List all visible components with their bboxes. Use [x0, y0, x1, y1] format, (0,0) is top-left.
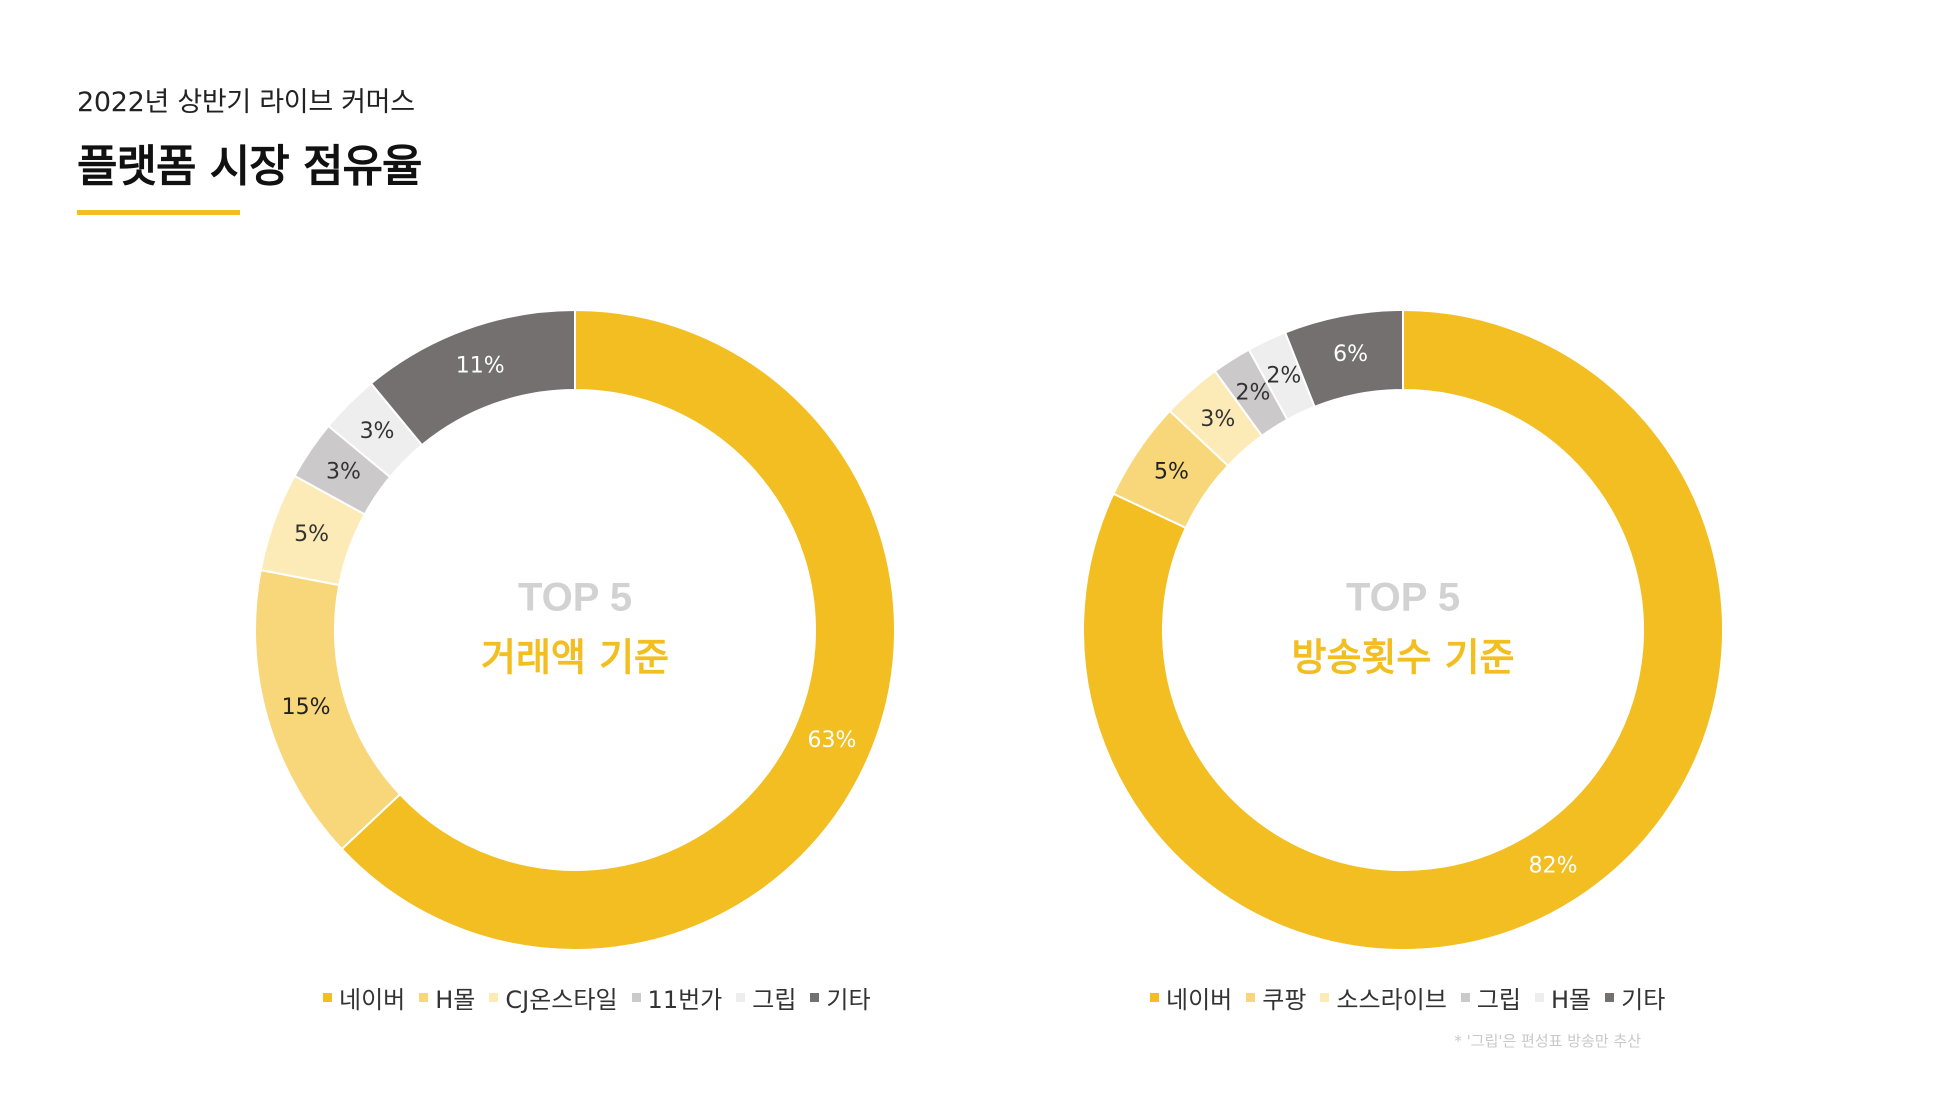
legend-item: 기타	[810, 980, 871, 1015]
slice-label-3: 3%	[1200, 407, 1235, 432]
legend-item: 네이버	[1150, 980, 1232, 1015]
legend-item: 11번가	[631, 980, 723, 1015]
footnote: * '그립'은 편성표 방송만 추산	[1454, 1032, 1641, 1050]
slice-label-5: 3%	[360, 419, 395, 444]
slice-label-4: 2%	[1236, 381, 1271, 406]
slice-label-1: 63%	[808, 728, 857, 753]
legend-label: 그립	[1476, 986, 1521, 1014]
center-main-label: 방송횟수 기준	[1292, 636, 1515, 680]
page-title: 플랫폼 시장 점유율	[77, 141, 422, 192]
legend-swatch	[631, 993, 641, 1002]
legend-transaction: 네이버 H몰 CJ온스타일 11번가 그립 기타	[323, 980, 871, 1015]
legend-swatch	[810, 993, 820, 1002]
legend-label: 쿠팡	[1262, 986, 1307, 1014]
legend-item: 그립	[736, 980, 796, 1015]
center-top-label: TOP 5	[1346, 576, 1460, 620]
slice-label-4: 3%	[326, 460, 361, 485]
slice-label-3: 5%	[294, 522, 329, 547]
page-subtitle: 2022년 상반기 라이브 커머스	[77, 87, 415, 118]
legend-label: 그립	[752, 986, 797, 1014]
legend-label: 11번가	[647, 986, 723, 1014]
legend-item: H몰	[1535, 980, 1591, 1015]
legend-swatch	[1605, 993, 1615, 1002]
legend-label: 네이버	[339, 986, 406, 1014]
legend-item: 기타	[1605, 980, 1665, 1015]
legend-swatch	[1246, 993, 1256, 1002]
legend-swatch	[1320, 993, 1330, 1002]
legend-swatch	[1460, 993, 1470, 1002]
slice-label-1: 82%	[1529, 853, 1578, 878]
legend-label: 네이버	[1166, 986, 1233, 1014]
center-main-label: 거래액 기준	[481, 636, 669, 680]
legend-item: 소스라이브	[1320, 980, 1447, 1015]
title-underline	[77, 210, 240, 215]
donut-slice-1	[1082, 308, 1724, 951]
donut-slice-6	[1283, 308, 1404, 409]
legend-swatch	[323, 993, 332, 1002]
legend-label: 소스라이브	[1336, 986, 1447, 1014]
legend-label: 기타	[1621, 986, 1666, 1014]
legend-label: H몰	[435, 986, 476, 1014]
center-top-label: TOP 5	[518, 576, 632, 620]
legend-item: 네이버	[323, 980, 405, 1015]
legend-label: CJ온스타일	[505, 986, 618, 1014]
legend-item: 쿠팡	[1246, 980, 1306, 1015]
legend-swatch	[736, 993, 746, 1002]
legend-item: CJ온스타일	[489, 980, 618, 1015]
slice-label-6: 11%	[456, 354, 505, 379]
slice-label-2: 5%	[1154, 460, 1189, 485]
legend-item: H몰	[419, 980, 475, 1015]
slice-label-5: 2%	[1266, 364, 1301, 389]
donut-slice-6	[369, 308, 576, 447]
donut-chart-transaction: 63% 15% 5% 3% 3% 11% TOP 5 거래액 기준	[254, 308, 896, 951]
legend-swatch	[1535, 993, 1544, 1002]
donut-slice-1	[340, 308, 896, 951]
legend-label: H몰	[1551, 986, 1592, 1014]
legend-item: 그립	[1460, 980, 1521, 1015]
legend-swatch	[489, 993, 499, 1002]
slice-label-6: 6%	[1333, 342, 1368, 367]
legend-swatch	[419, 993, 429, 1002]
legend-swatch	[1150, 993, 1159, 1002]
slice-label-2: 15%	[282, 695, 331, 720]
legend-broadcast: 네이버 쿠팡 소스라이브 그립 H몰 기타	[1150, 980, 1665, 1015]
legend-label: 기타	[826, 986, 871, 1014]
